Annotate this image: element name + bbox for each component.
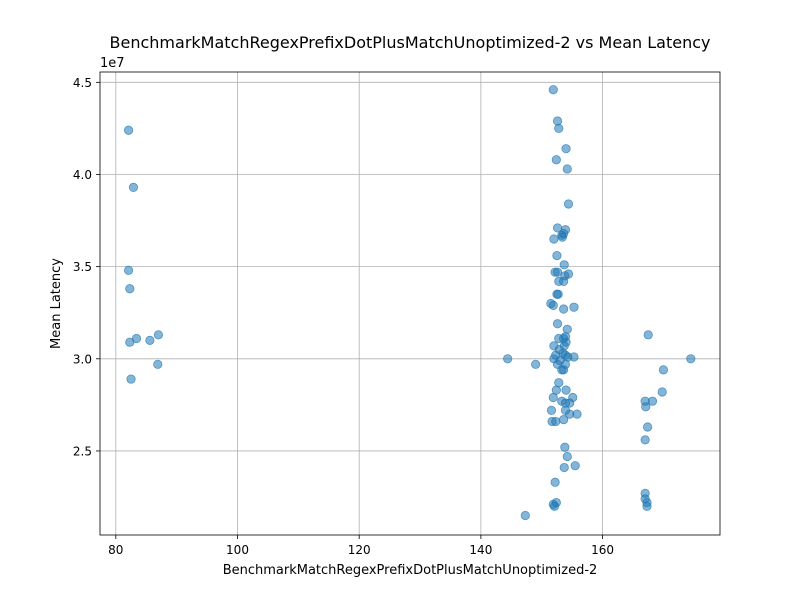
data-point (559, 415, 569, 425)
y-tick-label: 3.0 (73, 352, 92, 366)
data-point (562, 451, 572, 462)
data-point (549, 501, 560, 511)
data-point (126, 374, 136, 384)
data-point (572, 409, 582, 419)
grid-lines (100, 72, 720, 535)
plot-frame (99, 71, 721, 536)
data-point (125, 284, 135, 294)
data-point (561, 385, 571, 395)
data-point (548, 300, 558, 310)
data-point (657, 387, 667, 397)
data-point (642, 422, 653, 432)
data-point (561, 144, 571, 154)
data-point (128, 182, 139, 192)
data-point (560, 442, 570, 452)
data-point (554, 333, 564, 344)
data-point (559, 260, 569, 270)
data-point (145, 335, 155, 345)
data-point (550, 477, 560, 487)
data-point (552, 267, 563, 277)
x-tick-label: 80 (108, 543, 123, 557)
data-point (570, 461, 580, 471)
data-point (658, 365, 669, 375)
x-tick-label: 100 (226, 543, 249, 557)
axis-ticks: 80 100 120 140 160 2.5 3.0 3.5 4.0 4.5 (73, 76, 614, 557)
data-point (531, 359, 541, 369)
data-point (520, 510, 530, 521)
data-point (552, 250, 562, 261)
data-point (153, 330, 164, 340)
data-point (647, 396, 658, 406)
data-point (559, 304, 569, 314)
x-tick-label: 140 (469, 543, 492, 557)
data-point (641, 402, 651, 412)
plot-background (100, 72, 720, 535)
data-point (559, 276, 569, 286)
data-point (546, 405, 557, 416)
data-point (553, 289, 563, 299)
data-point (554, 123, 564, 134)
data-point (686, 354, 696, 364)
chart-title: BenchmarkMatchRegexPrefixDotPlusMatchUno… (110, 33, 711, 52)
data-point (123, 125, 134, 135)
x-tick-label: 160 (591, 543, 614, 557)
data-point (551, 416, 561, 427)
data-point (559, 365, 569, 375)
data-point (551, 155, 561, 165)
data-point (548, 85, 558, 95)
data-point (123, 265, 134, 275)
x-axis-label: BenchmarkMatchRegexPrefixDotPlusMatchUno… (223, 563, 598, 578)
data-point (640, 435, 650, 445)
data-point (563, 199, 574, 209)
data-point (153, 359, 163, 369)
data-point (552, 319, 563, 329)
data-point (565, 398, 575, 408)
data-point (569, 302, 579, 312)
y-axis-label: Mean Latency (49, 258, 64, 349)
y-axis-offset-label: 1e7 (100, 56, 125, 71)
y-tick-label: 4.5 (73, 76, 92, 90)
data-point (503, 354, 513, 364)
data-point (557, 232, 568, 242)
data-point (642, 501, 652, 511)
x-tick-label: 120 (348, 543, 371, 557)
data-points (123, 85, 696, 521)
data-point (562, 164, 572, 174)
y-tick-label: 2.5 (73, 444, 92, 458)
data-point (548, 392, 558, 403)
data-point (549, 234, 559, 244)
y-tick-label: 4.0 (73, 168, 92, 182)
data-point (643, 330, 653, 340)
data-point (125, 337, 135, 347)
y-tick-label: 3.5 (73, 260, 92, 274)
data-point (559, 462, 569, 473)
data-point (569, 352, 579, 362)
